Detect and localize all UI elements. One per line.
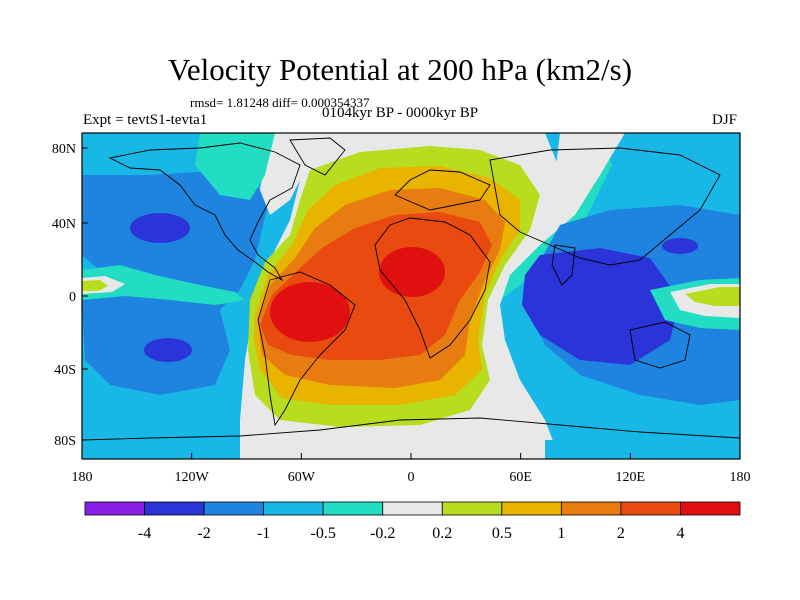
- colorbar-label: 2: [617, 525, 625, 542]
- lat-tick-label: 40N: [52, 217, 76, 232]
- lat-tick-label: 80S: [54, 434, 76, 449]
- rmsd-diff-stats: rmsd= 1.81248 diff= 0.000354337: [190, 95, 370, 110]
- positive-max-south-america: [270, 282, 350, 342]
- lat-tick-label: 40S: [54, 363, 76, 378]
- contour-field: [82, 133, 740, 459]
- lon-tick-label: 180: [72, 470, 93, 485]
- east-pacific-0.2-patch: [685, 287, 740, 306]
- north-atlantic-cyan-patch: [195, 133, 275, 200]
- colorbar-swatch: [560, 501, 622, 516]
- lon-tick-label: 180: [730, 470, 751, 485]
- north-america-coast: [108, 142, 301, 282]
- lon-tick-label: 60W: [288, 470, 316, 485]
- lon-tick-label: 0: [408, 470, 415, 485]
- colorbar-label: -4: [138, 525, 151, 542]
- africa-coast: [374, 217, 491, 359]
- experiment-label: Expt = tevtS1-tevta1: [83, 112, 208, 128]
- eastern-near-zero-band: [458, 133, 625, 459]
- colorbar-label: -2: [197, 525, 210, 542]
- colorbar-label: 0.5: [492, 525, 512, 542]
- colorbar-swatch: [382, 501, 443, 516]
- pacific-cyan-band: [82, 265, 245, 305]
- antarctica-coast: [82, 417, 740, 441]
- arctic-near-zero-patch: [260, 133, 320, 215]
- europe-coast: [394, 169, 491, 211]
- colorbar-label: -0.2: [370, 525, 395, 542]
- south-pacific-negative-2: [144, 338, 192, 362]
- colorbar-swatch: [144, 501, 205, 516]
- colorbar-swatch: [203, 501, 265, 516]
- colorbar-swatch: [441, 501, 503, 516]
- south-america-coast: [257, 271, 356, 427]
- india-coast: [551, 244, 576, 286]
- longitude-ticks: 180 120W 60W 0 60E 120E 180: [72, 453, 751, 485]
- colorbar-label: 4: [676, 525, 684, 542]
- colorbar-swatch: [620, 501, 681, 516]
- colorbar-label: -0.5: [311, 525, 336, 542]
- lat-tick-label: 80N: [52, 142, 76, 157]
- lon-tick-label: 120E: [616, 470, 646, 485]
- asia-coast: [489, 147, 721, 266]
- colorbar-label: 1: [557, 525, 565, 542]
- north-pacific-negative-2: [130, 213, 190, 243]
- colorbar-swatch: [322, 501, 384, 516]
- colorbar-swatch: [263, 501, 324, 516]
- east-asia-negative-2: [662, 238, 698, 254]
- colorbar-label: -1: [257, 525, 270, 542]
- greenland-coast: [289, 137, 346, 176]
- latitude-ticks: 80N 40N 0 40S 80S: [52, 142, 88, 449]
- colorbar: -4 -2 -1 -0.5 -0.2 0.2 0.5 1 2 4: [84, 501, 741, 542]
- positive-max-africa: [379, 247, 445, 297]
- coastlines: [82, 137, 740, 441]
- lon-tick-label: 120W: [175, 470, 210, 485]
- indian-negative-2-contour: [522, 248, 680, 365]
- pacific-0.2-patch: [82, 280, 108, 291]
- antarctic-light-blue-band: [82, 440, 740, 459]
- colorbar-swatch: [84, 501, 145, 516]
- australia-coast: [629, 321, 691, 369]
- colorbar-label: 0.2: [432, 525, 452, 542]
- colorbar-swatch: [501, 501, 562, 516]
- season-label: DJF: [712, 112, 738, 128]
- plot-title: Velocity Potential at 200 hPa (km2/s): [167, 52, 633, 87]
- lon-tick-label: 60E: [509, 470, 532, 485]
- colorbar-swatch: [680, 501, 741, 516]
- lat-tick-label: 0: [69, 290, 76, 305]
- time-period-label: 0104kyr BP - 0000kyr BP: [322, 105, 479, 121]
